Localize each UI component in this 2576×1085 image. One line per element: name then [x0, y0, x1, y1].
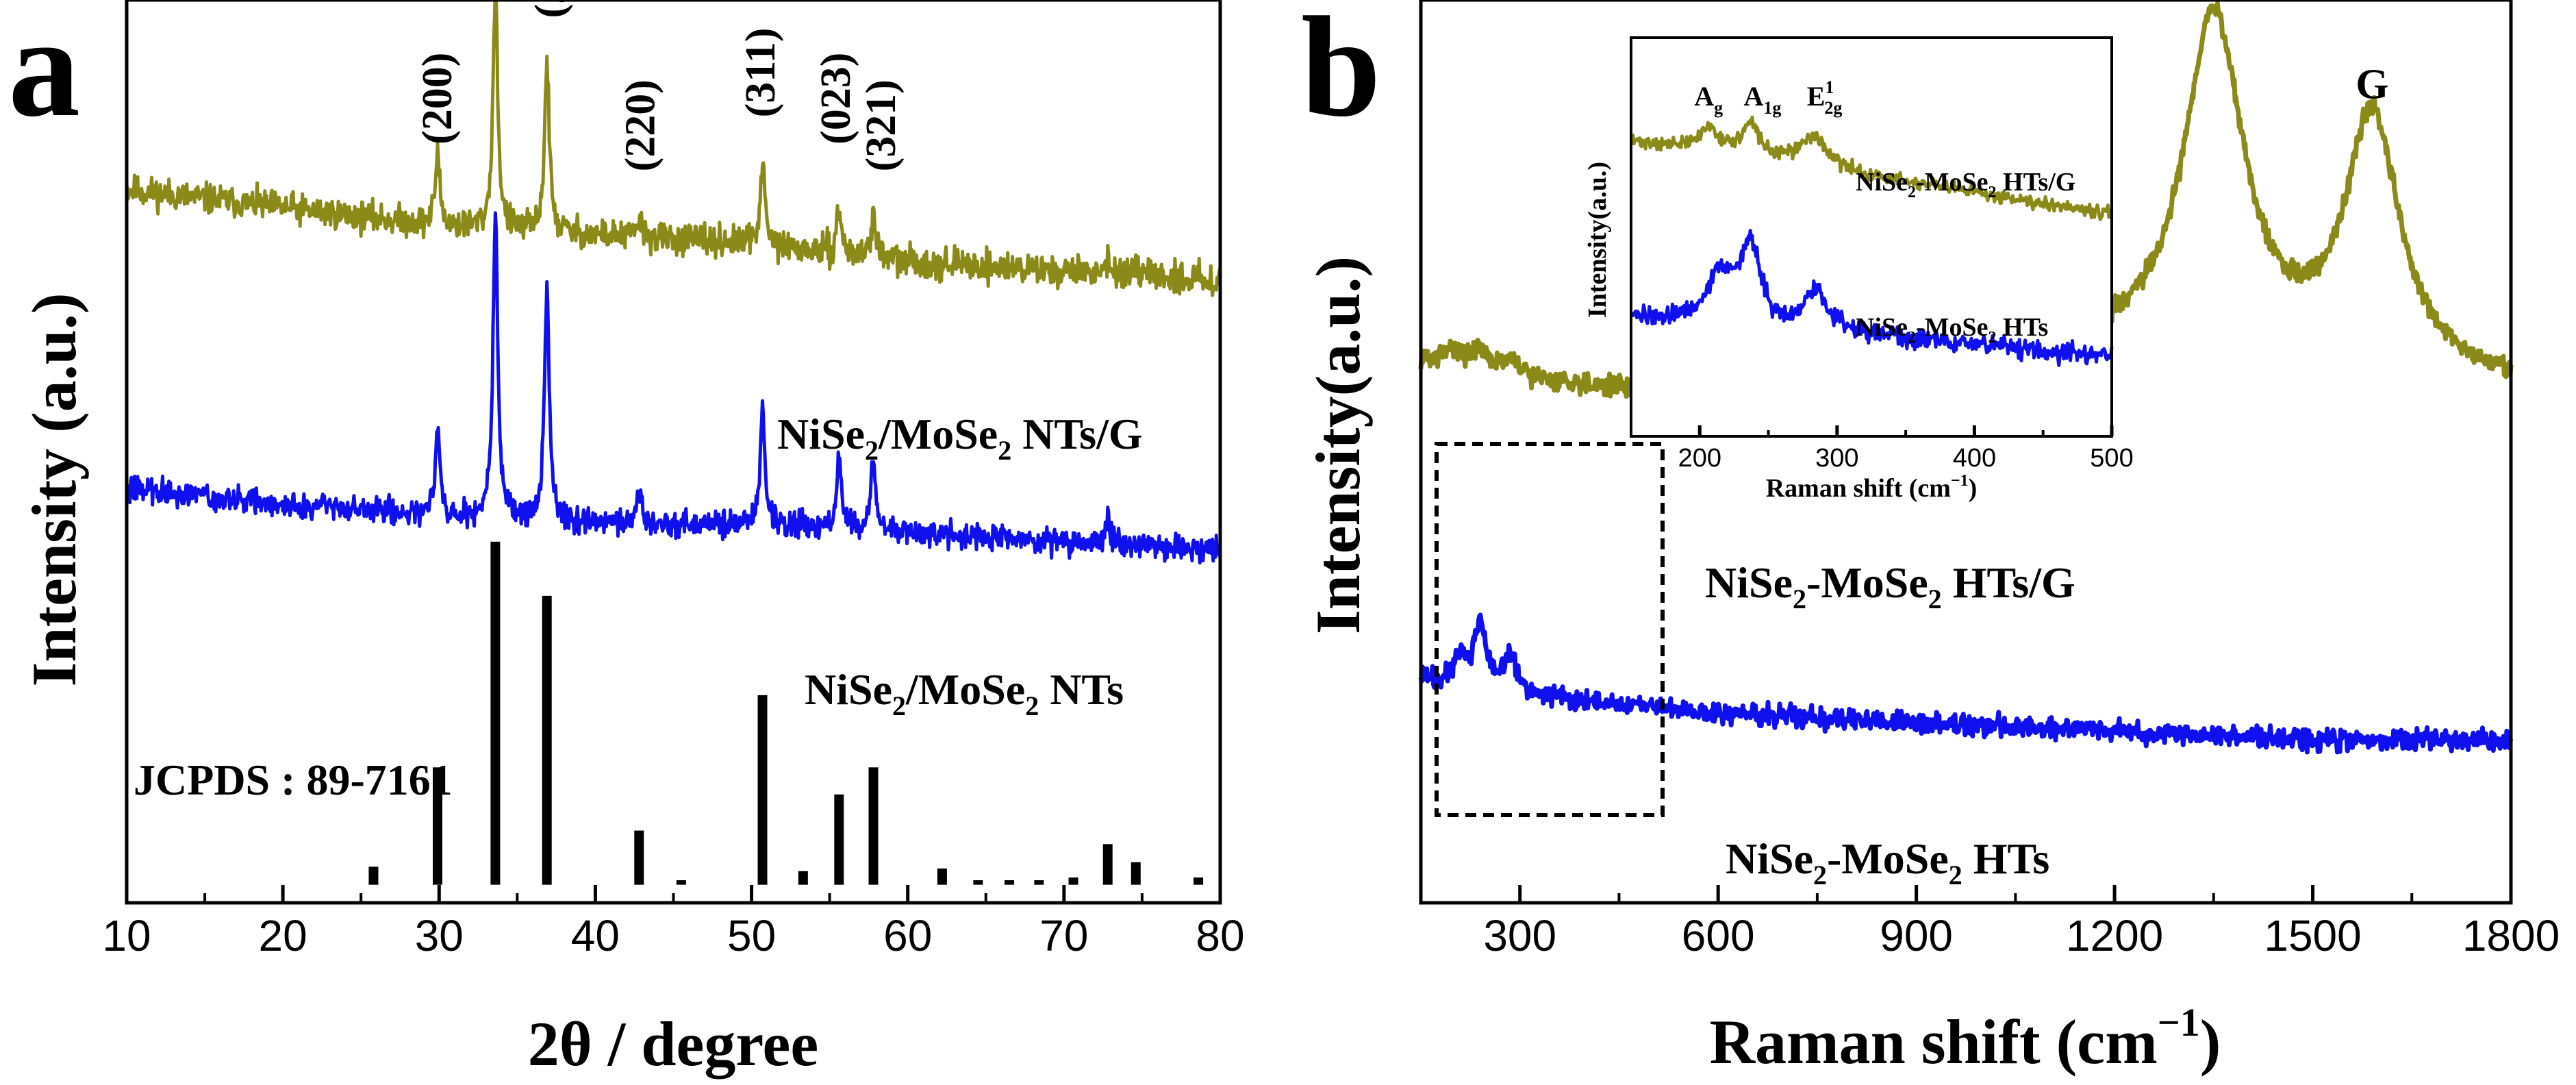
- inset-plot: 200 300 400 500 Ag A1g E1 2g Raman shift (cm−1…: [1583, 36, 2134, 503]
- peak-label: (211): [527, 0, 573, 18]
- reference-stick: [1102, 844, 1113, 885]
- panel-a-series: [125, 0, 1222, 565]
- panel-b-x-tick-label: 1800: [2462, 911, 2560, 960]
- panel-b-x-tick-label: 900: [1880, 911, 1953, 960]
- peak-label: G: [2356, 62, 2388, 108]
- inset-x-axis-label: Raman shift (cm−1): [1766, 472, 1978, 503]
- inset-y-axis-label: Intensity(a.u.): [1583, 162, 1612, 318]
- zoom-region-box: [1435, 442, 1665, 817]
- inset-series-line-hts-g: [1629, 115, 2114, 221]
- panel-a-reference-sticks: [368, 541, 1204, 885]
- panel-b-x-tick-label: 300: [1483, 911, 1556, 960]
- reference-stick: [1131, 862, 1141, 885]
- inset-x-ticks: 200 300 400 500: [1630, 425, 2134, 473]
- inset-mode-label: Ag: [1694, 81, 1723, 118]
- panel-b-letter: b: [1301, 0, 1381, 147]
- peak-label: (200): [414, 53, 461, 145]
- panel-b: 300 600 900 1200 1500 1800 DG b Raman shift (…: [1301, 0, 2560, 1077]
- label-jcpds: JCPDS : 89-7161: [134, 756, 453, 804]
- inset-mode-label: A1g: [1743, 81, 1781, 118]
- reference-stick: [542, 595, 552, 885]
- panel-a-x-tick-label: 80: [1196, 911, 1244, 960]
- panel-a-letter: a: [8, 0, 80, 147]
- panel-a-x-tick-label: 40: [571, 911, 620, 960]
- panel-b-y-axis-label: Intensity(a.u.): [1303, 256, 1373, 634]
- peak-label: (311): [737, 27, 784, 117]
- reference-stick: [1034, 880, 1044, 885]
- panel-a-x-tick-label: 60: [883, 911, 932, 960]
- reference-stick: [798, 871, 808, 885]
- panel-b-x-ticks: 300 600 900 1200 1500 1800: [1419, 885, 2560, 960]
- reference-stick: [757, 695, 768, 885]
- reference-stick: [1194, 877, 1204, 885]
- panel-a-x-tick-label: 10: [102, 911, 151, 960]
- inset-frame: [1630, 36, 2113, 438]
- peak-label: (321): [858, 79, 905, 171]
- reference-stick: [368, 866, 379, 885]
- reference-stick: [868, 767, 879, 885]
- inset-mode-labels: Ag A1g E1 2g: [1694, 77, 1842, 118]
- panel-a-x-tick-label: 50: [727, 911, 776, 960]
- reference-stick: [937, 868, 947, 885]
- panel-a-x-ticks: 10 20 30 40 50 60 70 80: [102, 885, 1245, 960]
- inset-x-tick-label: 400: [1953, 444, 1996, 473]
- inset-series-line-hts: [1630, 229, 2114, 367]
- inset-mode-label: E1 2g: [1807, 77, 1843, 118]
- panel-a-x-tick-label: 70: [1039, 911, 1088, 960]
- panel-b-x-axis-label: Raman shift (cm−1): [1710, 1000, 2221, 1077]
- inset-x-tick-label: 300: [1815, 444, 1858, 473]
- reference-stick: [1005, 880, 1015, 885]
- panel-a-x-axis-label: 2θ / degree: [528, 1009, 818, 1079]
- inset-label-nise2-mose2-hts-g: NiSe2-MoSe2 HTs/G: [1856, 168, 2075, 201]
- reference-stick: [1068, 877, 1078, 885]
- series-line-hts: [1418, 612, 2514, 755]
- peak-label: (220): [618, 79, 664, 171]
- panel-a-y-axis-label: Intensity (a.u.): [19, 292, 89, 686]
- reference-stick: [676, 880, 686, 885]
- label-nise2-mose2-nts: NiSe2/MoSe2 NTs: [805, 665, 1124, 721]
- label-nise2-mose2-nts-g: NiSe2/MoSe2 NTs/G: [777, 410, 1143, 466]
- reference-stick: [490, 541, 501, 885]
- inset-label-nise2-mose2-hts: NiSe2-MoSe2 HTs: [1856, 313, 2048, 347]
- inset-x-tick-label: 200: [1678, 444, 1721, 473]
- panel-b-frame: [1419, 0, 2513, 905]
- label-nise2-mose2-hts: NiSe2-MoSe2 HTs: [1726, 834, 2049, 890]
- panel-a-peak-labels: (200)(210)(211)(220)(311)(023)(321): [414, 0, 905, 171]
- reference-stick: [433, 767, 443, 885]
- peak-label: (023): [813, 53, 859, 145]
- inset-series: [1629, 115, 2114, 367]
- label-nise2-mose2-hts-g: NiSe2-MoSe2 HTs/G: [1705, 558, 2075, 614]
- panel-b-peak-labels: DG: [2356, 62, 2388, 108]
- reference-stick: [973, 880, 983, 885]
- panel-b-x-tick-label: 1200: [2066, 911, 2163, 960]
- panel-a-x-tick-label: 20: [259, 911, 307, 960]
- inset-x-tick-label: 500: [2090, 444, 2133, 473]
- series-line-nts-g: [125, 0, 1222, 297]
- panel-a-x-tick-label: 30: [415, 911, 464, 960]
- panel-b-x-tick-label: 1500: [2264, 911, 2361, 960]
- reference-stick: [834, 794, 844, 885]
- panel-b-x-tick-label: 600: [1682, 911, 1755, 960]
- series-line-nts: [125, 211, 1222, 565]
- reference-stick: [634, 830, 644, 885]
